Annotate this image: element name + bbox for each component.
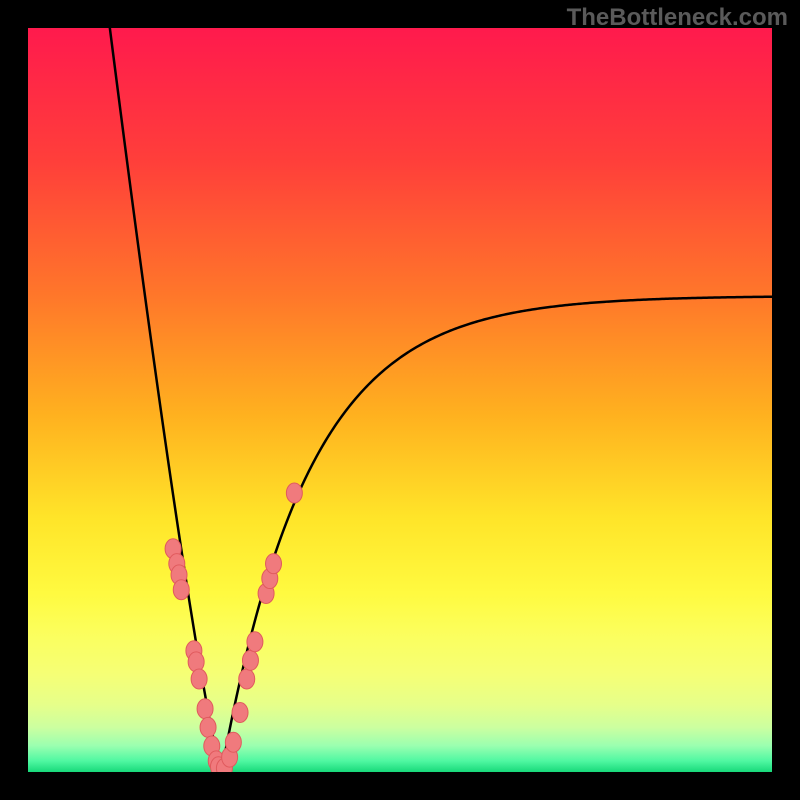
data-marker [239,669,255,689]
data-marker [173,580,189,600]
data-marker [191,669,207,689]
data-marker [197,699,213,719]
data-marker [225,732,241,752]
data-marker [247,632,263,652]
chart-root: TheBottleneck.com [0,0,800,800]
data-marker [232,702,248,722]
data-marker [286,483,302,503]
data-marker [200,717,216,737]
data-marker [188,652,204,672]
bottleneck-curve-chart [28,28,772,772]
data-marker [266,554,282,574]
data-marker [242,650,258,670]
watermark-text: TheBottleneck.com [567,4,788,32]
chart-background [28,28,772,772]
